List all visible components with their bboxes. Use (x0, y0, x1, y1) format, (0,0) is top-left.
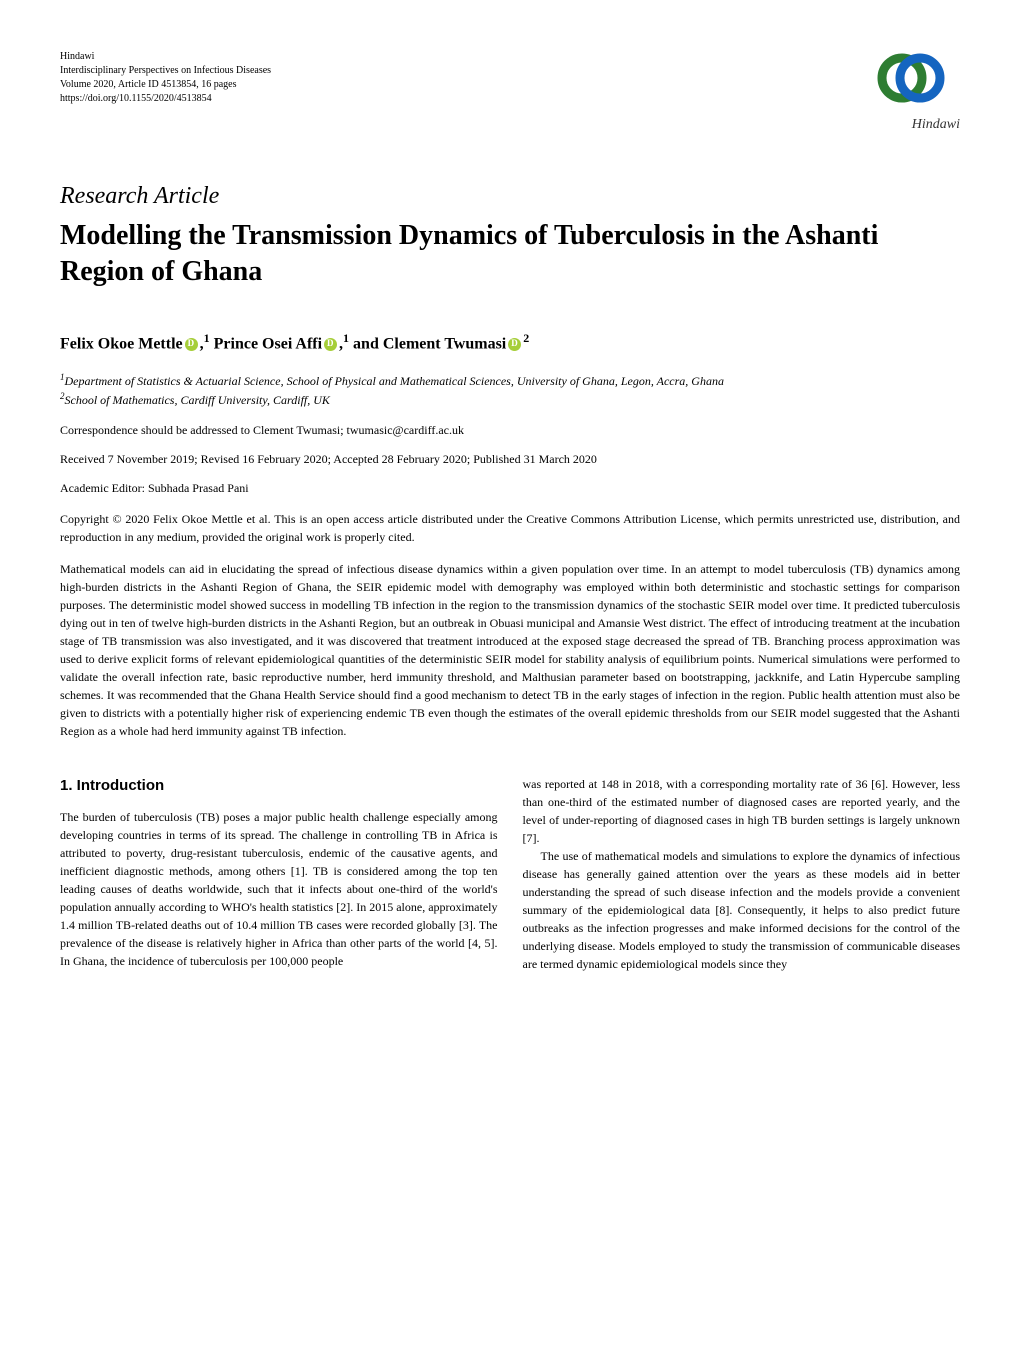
doi-link: https://doi.org/10.1155/2020/4513854 (60, 92, 271, 106)
orcid-icon (508, 338, 521, 351)
article-title: Modelling the Transmission Dynamics of T… (60, 218, 960, 291)
column-right: was reported at 148 in 2018, with a corr… (523, 775, 961, 973)
header-top: Hindawi Interdisciplinary Perspectives o… (60, 50, 960, 133)
orcid-icon (185, 338, 198, 351)
volume-info: Volume 2020, Article ID 4513854, 16 page… (60, 78, 271, 92)
affiliation-2: 2School of Mathematics, Cardiff Universi… (60, 390, 960, 409)
col2-paragraph-1: was reported at 148 in 2018, with a corr… (523, 775, 961, 847)
section-1-heading: 1. Introduction (60, 775, 498, 798)
col1-paragraph-1: The burden of tuberculosis (TB) poses a … (60, 808, 498, 970)
author-1: Felix Okoe Mettle (60, 335, 183, 352)
hindawi-logo-icon (860, 50, 960, 110)
column-left: 1. Introduction The burden of tuberculos… (60, 775, 498, 973)
dates: Received 7 November 2019; Revised 16 Feb… (60, 452, 960, 467)
author-2-sup: 1 (343, 331, 349, 345)
publisher-name: Hindawi (60, 50, 271, 64)
affiliation-1: 1Department of Statistics & Actuarial Sc… (60, 371, 960, 390)
author-3: and Clement Twumasi (353, 335, 506, 352)
logo-container: Hindawi (860, 50, 960, 133)
orcid-icon (324, 338, 337, 351)
aff1-text: Department of Statistics & Actuarial Sci… (65, 374, 724, 388)
article-type: Research Article (60, 183, 960, 210)
authors-line: Felix Okoe Mettle,1 Prince Osei Affi,1 a… (60, 331, 960, 353)
journal-name: Interdisciplinary Perspectives on Infect… (60, 64, 271, 78)
logo-text: Hindawi (860, 117, 960, 133)
affiliations: 1Department of Statistics & Actuarial Sc… (60, 371, 960, 409)
publisher-info: Hindawi Interdisciplinary Perspectives o… (60, 50, 271, 106)
aff2-text: School of Mathematics, Cardiff Universit… (65, 393, 330, 407)
body-columns: 1. Introduction The burden of tuberculos… (60, 775, 960, 973)
abstract: Mathematical models can aid in elucidati… (60, 560, 960, 740)
author-3-sup: 2 (523, 331, 529, 345)
author-2: Prince Osei Affi (214, 335, 322, 352)
col2-paragraph-2: The use of mathematical models and simul… (523, 847, 961, 973)
copyright: Copyright © 2020 Felix Okoe Mettle et al… (60, 510, 960, 546)
correspondence: Correspondence should be addressed to Cl… (60, 423, 960, 438)
academic-editor: Academic Editor: Subhada Prasad Pani (60, 481, 960, 496)
author-1-sup: 1 (204, 331, 210, 345)
